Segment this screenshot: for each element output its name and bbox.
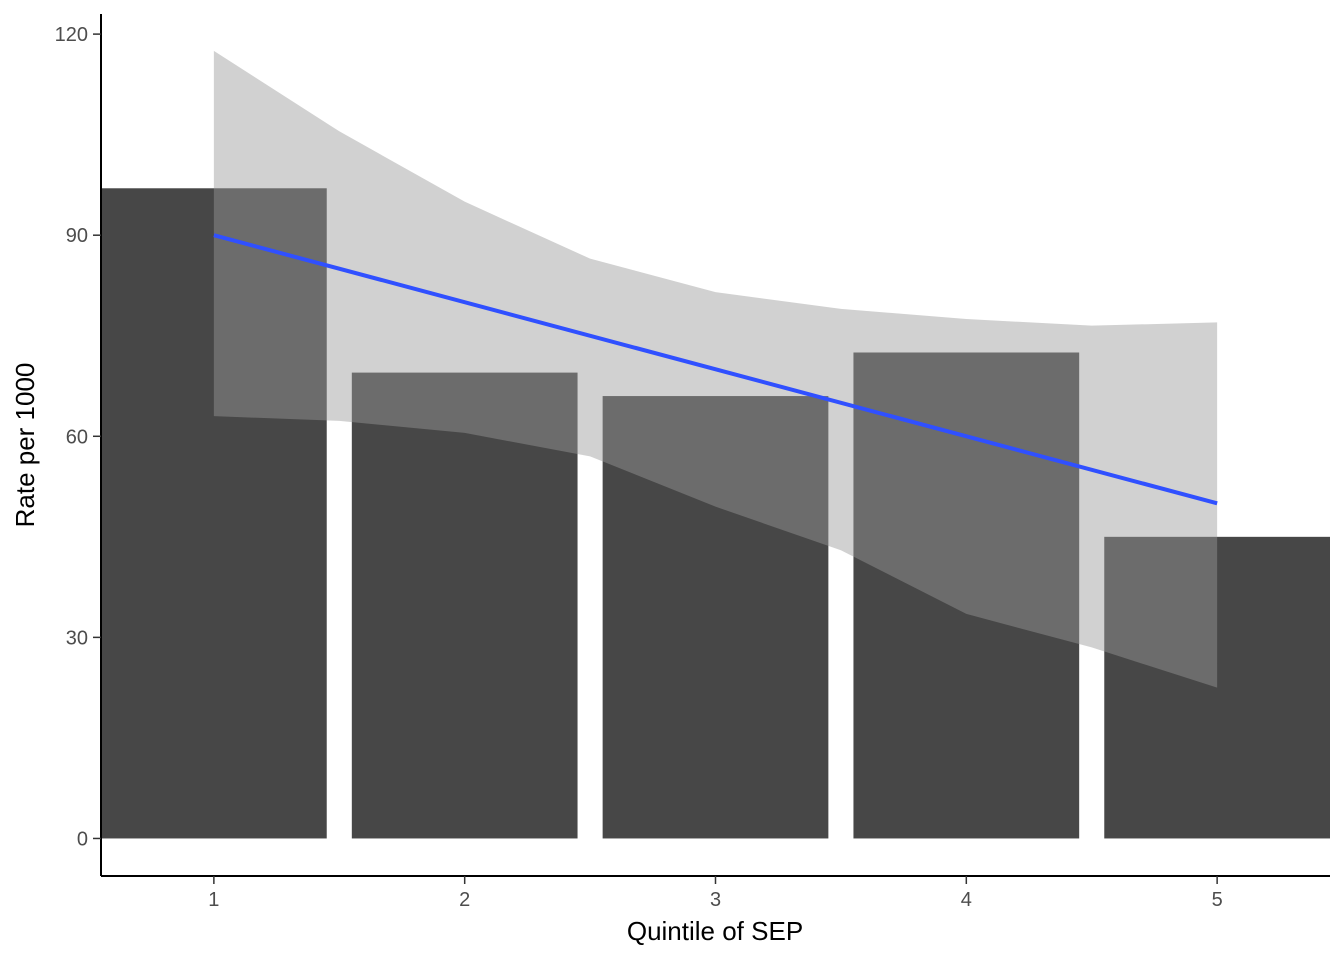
bar-3 — [602, 396, 829, 839]
trend-line — [213, 233, 1218, 506]
bar-4 — [853, 352, 1080, 839]
x-tick-label-3: 3 — [710, 889, 721, 911]
y-tick-label-120: 120 — [55, 24, 88, 46]
x-tick-label-5: 5 — [1212, 889, 1223, 911]
y-tick-label-60: 60 — [66, 426, 88, 448]
y-tick-label-90: 90 — [66, 225, 88, 247]
bar-2 — [351, 372, 578, 839]
x-tick-label-2: 2 — [459, 889, 470, 911]
bar-1 — [101, 188, 327, 839]
y-axis-title: Rate per 1000 — [10, 363, 40, 528]
trend-line-layer — [213, 233, 1218, 506]
y-tick-label-0: 0 — [77, 828, 88, 850]
bars-layer — [101, 188, 1330, 839]
x-tick-label-4: 4 — [961, 889, 972, 911]
bar-5 — [1104, 536, 1330, 839]
x-axis-title: Quintile of SEP — [627, 916, 803, 946]
y-tick-label-30: 30 — [66, 627, 88, 649]
y-axis-ticks: 0 30 60 90 120 — [55, 24, 101, 850]
x-axis-ticks: 1 2 3 4 5 — [208, 876, 1223, 911]
x-tick-label-1: 1 — [208, 889, 219, 911]
